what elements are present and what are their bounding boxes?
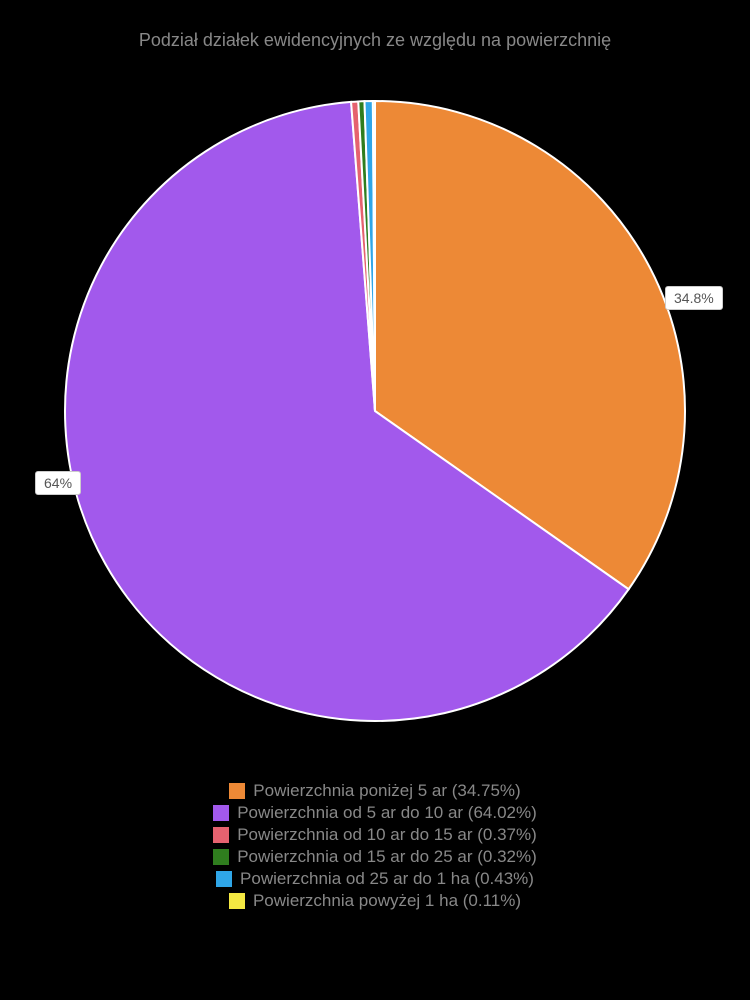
legend-swatch-2 [213, 827, 229, 843]
legend-item-1: Powierzchnia od 5 ar do 10 ar (64.02%) [213, 803, 537, 823]
chart-title: Podział działek ewidencyjnych ze względu… [139, 30, 611, 51]
legend-swatch-5 [229, 893, 245, 909]
legend-item-3: Powierzchnia od 15 ar do 25 ar (0.32%) [213, 847, 537, 867]
legend-label-1: Powierzchnia od 5 ar do 10 ar (64.02%) [237, 803, 537, 823]
legend-swatch-0 [229, 783, 245, 799]
legend-label-3: Powierzchnia od 15 ar do 25 ar (0.32%) [237, 847, 537, 867]
legend-swatch-1 [213, 805, 229, 821]
legend-swatch-4 [216, 871, 232, 887]
legend-item-4: Powierzchnia od 25 ar do 1 ha (0.43%) [216, 869, 534, 889]
data-label-0: 34.8% [665, 286, 723, 310]
legend-label-5: Powierzchnia powyżej 1 ha (0.11%) [253, 891, 521, 911]
legend-swatch-3 [213, 849, 229, 865]
legend: Powierzchnia poniżej 5 ar (34.75%)Powier… [213, 781, 537, 911]
legend-label-4: Powierzchnia od 25 ar do 1 ha (0.43%) [240, 869, 534, 889]
legend-label-0: Powierzchnia poniżej 5 ar (34.75%) [253, 781, 520, 801]
legend-item-5: Powierzchnia powyżej 1 ha (0.11%) [229, 891, 521, 911]
data-label-1: 64% [35, 471, 81, 495]
legend-item-0: Powierzchnia poniżej 5 ar (34.75%) [229, 781, 520, 801]
legend-item-2: Powierzchnia od 10 ar do 15 ar (0.37%) [213, 825, 537, 845]
pie-svg [55, 91, 695, 731]
legend-label-2: Powierzchnia od 10 ar do 15 ar (0.37%) [237, 825, 537, 845]
pie-chart: 34.8%64% [55, 91, 695, 731]
